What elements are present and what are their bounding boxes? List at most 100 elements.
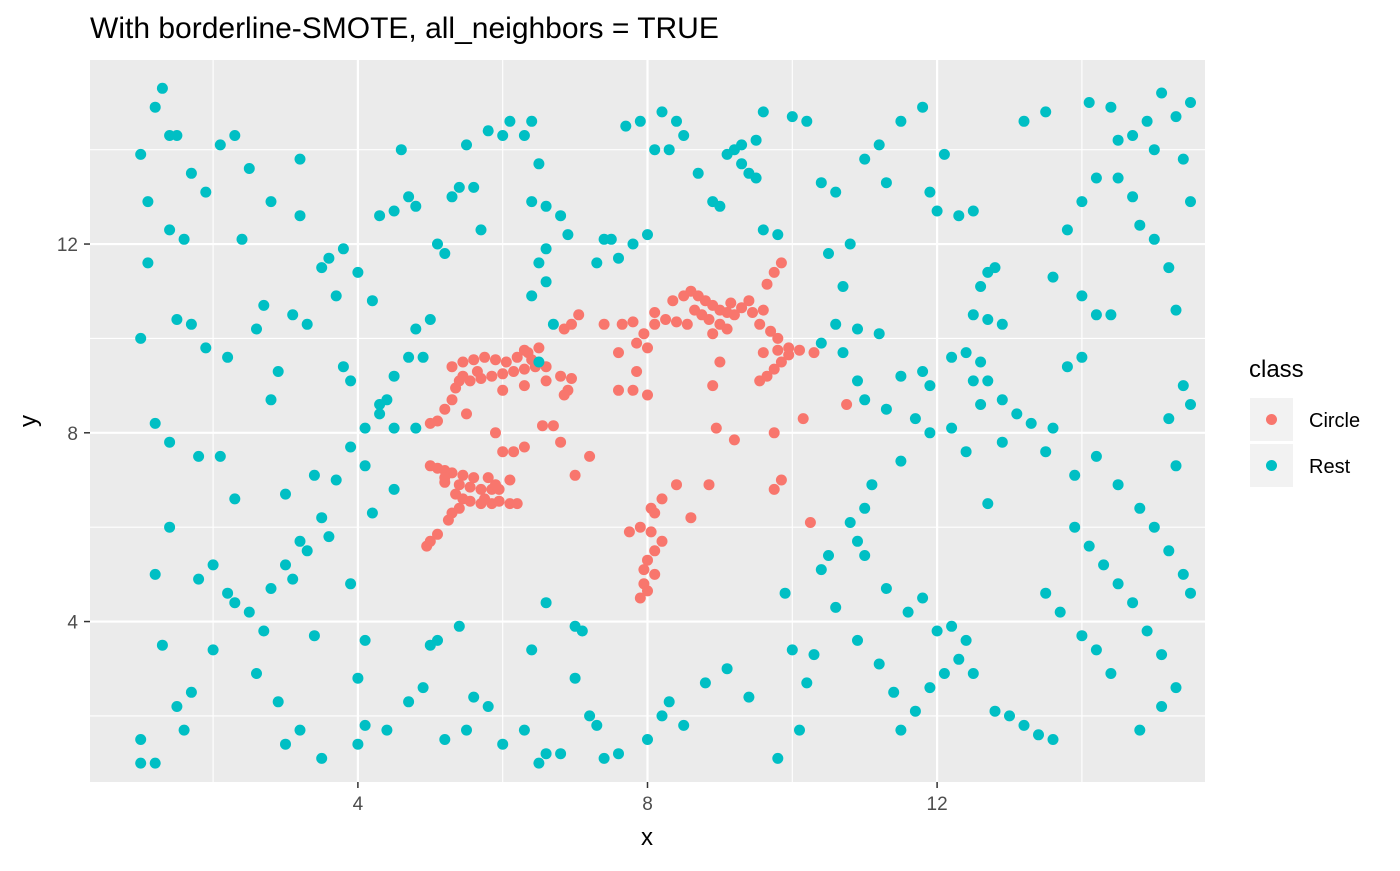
point-rest	[678, 130, 690, 141]
point-rest	[656, 106, 668, 118]
point-circle	[645, 526, 657, 538]
point-rest	[359, 719, 371, 731]
point-rest	[308, 630, 320, 642]
point-circle	[479, 351, 491, 363]
point-rest	[967, 375, 979, 387]
point-rest	[996, 318, 1008, 330]
point-rest	[880, 403, 892, 415]
point-rest	[258, 625, 270, 637]
point-rest	[366, 295, 378, 307]
point-circle	[540, 375, 552, 387]
point-rest	[909, 413, 921, 425]
point-rest	[193, 450, 205, 462]
point-rest	[1047, 271, 1059, 283]
point-rest	[967, 309, 979, 321]
point-rest	[185, 318, 197, 330]
point-rest	[337, 361, 349, 373]
point-rest	[395, 144, 407, 156]
point-rest	[337, 243, 349, 255]
point-rest	[786, 111, 798, 123]
point-rest	[996, 436, 1008, 448]
point-circle	[703, 314, 715, 325]
point-rest	[301, 545, 313, 557]
point-rest	[823, 248, 834, 259]
point-rest	[721, 663, 733, 675]
point-circle	[761, 370, 773, 382]
point-rest	[475, 224, 487, 236]
point-rest	[1090, 644, 1102, 656]
point-rest	[200, 186, 212, 198]
point-circle	[627, 384, 639, 396]
point-rest	[837, 281, 849, 292]
point-rest	[960, 347, 972, 359]
point-circle	[681, 318, 693, 330]
point-rest	[330, 474, 342, 486]
point-circle	[566, 318, 577, 330]
point-circle	[482, 472, 494, 484]
point-rest	[287, 309, 299, 321]
point-rest	[613, 748, 624, 760]
point-rest	[671, 115, 682, 127]
point-circle	[490, 354, 501, 366]
point-rest	[750, 172, 762, 184]
point-circle	[486, 370, 498, 382]
point-circle	[464, 495, 476, 507]
legend-marker	[1266, 414, 1277, 425]
point-rest	[540, 276, 552, 288]
x-axis-label: x	[641, 824, 653, 851]
point-circle	[461, 408, 472, 420]
point-circle	[638, 328, 650, 340]
point-circle	[721, 323, 733, 335]
point-rest	[895, 724, 907, 736]
point-rest	[967, 205, 979, 217]
point-rest	[280, 738, 291, 750]
point-rest	[1098, 559, 1110, 571]
point-rest	[526, 290, 538, 302]
point-rest	[859, 550, 871, 561]
point-rest	[830, 186, 842, 198]
point-circle	[442, 514, 454, 526]
point-rest	[468, 181, 480, 193]
point-rest	[975, 356, 987, 368]
point-circle	[508, 366, 520, 377]
point-rest	[642, 734, 653, 745]
point-rest	[410, 323, 422, 335]
point-circle	[649, 507, 661, 519]
y-tick-label: 8	[67, 424, 78, 445]
point-rest	[439, 734, 451, 745]
point-circle	[685, 512, 697, 524]
point-rest	[627, 238, 639, 250]
point-circle	[804, 517, 816, 528]
point-rest	[345, 375, 357, 387]
point-rest	[1011, 408, 1023, 420]
point-rest	[772, 752, 784, 764]
point-rest	[1076, 290, 1088, 302]
point-rest	[236, 233, 248, 245]
point-rest	[1047, 734, 1059, 745]
point-circle	[537, 420, 548, 432]
point-rest	[229, 597, 241, 609]
point-rest	[1185, 97, 1196, 108]
point-rest	[1105, 101, 1117, 113]
point-rest	[403, 696, 415, 708]
point-rest	[1076, 351, 1088, 363]
point-rest	[417, 351, 429, 363]
point-rest	[439, 248, 451, 259]
point-rest	[1105, 309, 1117, 321]
point-circle	[439, 472, 451, 484]
point-rest	[584, 710, 596, 722]
point-rest	[135, 734, 147, 745]
point-circle	[728, 434, 740, 446]
point-rest	[540, 597, 552, 609]
point-rest	[1170, 682, 1182, 694]
point-rest	[1040, 587, 1052, 599]
point-circle	[598, 318, 610, 330]
point-circle	[775, 356, 787, 368]
point-rest	[526, 196, 538, 208]
point-circle	[558, 389, 570, 401]
point-rest	[562, 229, 574, 241]
point-rest	[1127, 191, 1139, 203]
point-rest	[1170, 304, 1182, 316]
point-circle	[518, 344, 530, 356]
point-rest	[359, 460, 371, 472]
